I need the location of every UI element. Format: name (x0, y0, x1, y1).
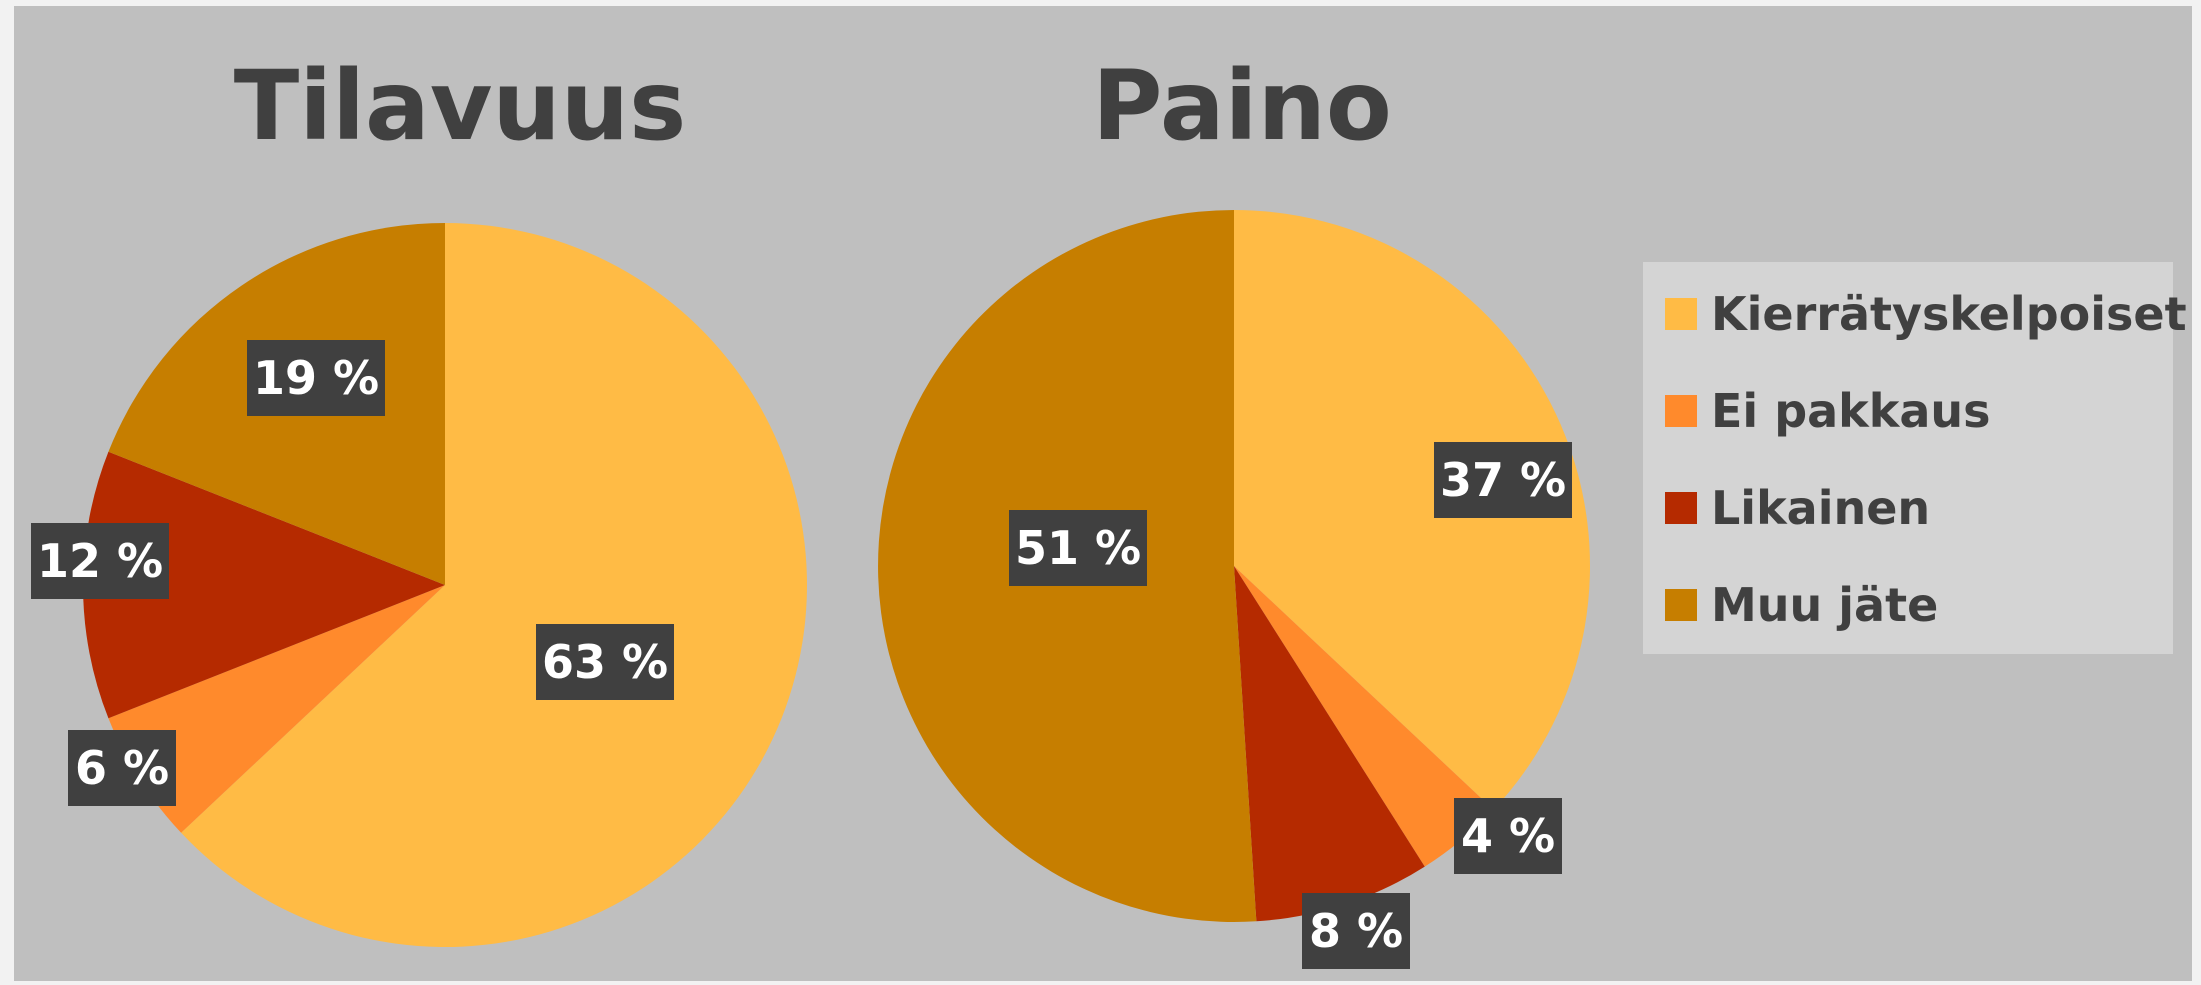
pie-slice-likainen (82, 451, 446, 719)
legend-swatch (1665, 589, 1697, 621)
data-label-text: 63 % (542, 635, 668, 689)
pie-slice-ei-pakkaus (108, 585, 446, 833)
legend-swatch (1665, 298, 1697, 330)
legend-label: Ei pakkaus (1711, 384, 1991, 438)
data-label-kierratyskelpoiset: 37 % (1434, 442, 1572, 518)
data-label-ei-pakkaus: 6 % (68, 730, 176, 806)
pie-slice-kierratyskelpoiset (1234, 210, 1590, 810)
data-label-ei-pakkaus: 4 % (1454, 798, 1562, 874)
data-label-kierratyskelpoiset: 63 % (536, 624, 674, 700)
pie-slice-likainen (1234, 566, 1425, 922)
legend-item-likainen: Likainen (1665, 478, 1930, 538)
chart-title-paino: Paino (1092, 50, 1392, 162)
data-label-text: 19 % (253, 351, 379, 405)
pie-tilavuus (82, 223, 807, 947)
legend-swatch (1665, 492, 1697, 524)
data-label-likainen: 12 % (31, 523, 169, 599)
data-label-text: 51 % (1015, 521, 1141, 575)
data-label-text: 6 % (75, 741, 169, 795)
data-label-text: 12 % (37, 534, 163, 588)
chart-title-tilavuus: Tilavuus (233, 50, 687, 162)
legend: Kierrätyskelpoiset Ei pakkaus Likainen M… (1643, 262, 2187, 654)
data-label-text: 37 % (1440, 453, 1566, 507)
legend-label: Kierrätyskelpoiset (1711, 287, 2187, 341)
data-label-muu-jate: 19 % (247, 340, 385, 416)
legend-swatch (1665, 395, 1697, 427)
legend-item-muu-jate: Muu jäte (1665, 575, 1938, 635)
data-label-text: 4 % (1461, 809, 1555, 863)
data-label-muu-jate: 51 % (1009, 510, 1147, 586)
data-label-text: 8 % (1309, 904, 1403, 958)
pie-slice-kierratyskelpoiset (181, 223, 807, 947)
pie-slice-ei-pakkaus (1234, 566, 1494, 867)
legend-item-ei-pakkaus: Ei pakkaus (1665, 381, 1991, 441)
legend-item-kierratyskelpoiset: Kierrätyskelpoiset (1665, 284, 2187, 344)
data-label-likainen: 8 % (1302, 893, 1410, 969)
legend-label: Likainen (1711, 481, 1931, 535)
legend-label: Muu jäte (1711, 578, 1939, 632)
